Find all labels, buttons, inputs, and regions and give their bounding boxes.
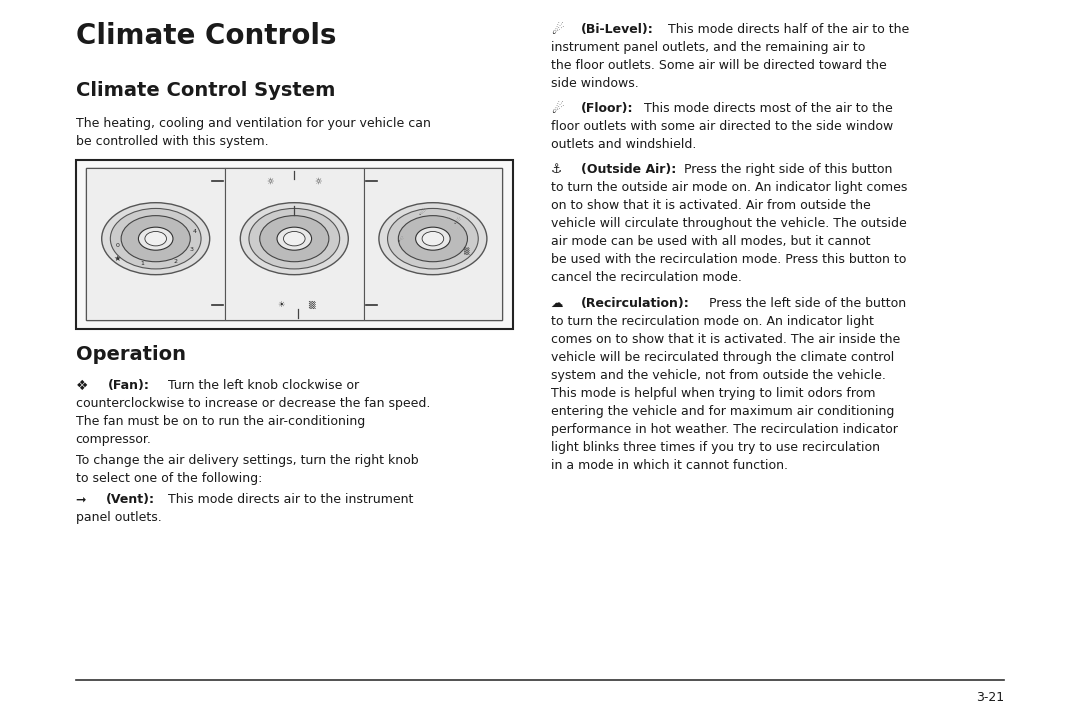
Circle shape — [399, 216, 468, 262]
Circle shape — [240, 203, 348, 275]
Text: (Floor):: (Floor): — [581, 102, 634, 115]
Text: light blinks three times if you try to use recirculation: light blinks three times if you try to u… — [551, 441, 880, 454]
Text: to turn the recirculation mode on. An indicator light: to turn the recirculation mode on. An in… — [551, 315, 874, 328]
Text: (Recirculation):: (Recirculation): — [581, 297, 690, 310]
Text: This mode directs air to the instrument: This mode directs air to the instrument — [164, 493, 414, 506]
Circle shape — [388, 209, 478, 269]
Circle shape — [416, 228, 450, 251]
Text: Climate Control System: Climate Control System — [76, 81, 335, 99]
Text: 3: 3 — [190, 248, 194, 253]
Text: 2: 2 — [174, 259, 178, 264]
Text: the floor outlets. Some air will be directed toward the: the floor outlets. Some air will be dire… — [551, 59, 887, 72]
Text: air mode can be used with all modes, but it cannot: air mode can be used with all modes, but… — [551, 235, 870, 248]
Text: compressor.: compressor. — [76, 433, 151, 446]
Text: (Outside Air):: (Outside Air): — [581, 163, 676, 176]
Text: The heating, cooling and ventilation for your vehicle can: The heating, cooling and ventilation for… — [76, 117, 431, 130]
FancyBboxPatch shape — [225, 168, 364, 320]
Text: ☄: ☄ — [397, 238, 403, 243]
Circle shape — [379, 203, 487, 275]
Text: ☼: ☼ — [267, 177, 274, 186]
Circle shape — [145, 232, 166, 246]
Text: (Vent):: (Vent): — [106, 493, 154, 506]
FancyBboxPatch shape — [76, 160, 513, 329]
Text: vehicle will be recirculated through the climate control: vehicle will be recirculated through the… — [551, 351, 894, 364]
Text: 1: 1 — [140, 261, 144, 266]
Text: entering the vehicle and for maximum air conditioning: entering the vehicle and for maximum air… — [551, 405, 894, 418]
Text: performance in hot weather. The recirculation indicator: performance in hot weather. The recircul… — [551, 423, 897, 436]
Text: side windows.: side windows. — [551, 77, 638, 90]
Text: ☄: ☄ — [454, 217, 460, 226]
Text: ⚓: ⚓ — [551, 163, 562, 176]
Text: ☀: ☀ — [278, 300, 285, 309]
Text: vehicle will circulate throughout the vehicle. The outside: vehicle will circulate throughout the ve… — [551, 217, 906, 230]
Text: ☄: ☄ — [551, 23, 564, 37]
Text: ☄: ☄ — [551, 102, 564, 116]
Text: outlets and windshield.: outlets and windshield. — [551, 138, 697, 151]
Text: This mode directs half of the air to the: This mode directs half of the air to the — [664, 23, 909, 36]
Text: comes on to show that it is activated. The air inside the: comes on to show that it is activated. T… — [551, 333, 900, 346]
FancyBboxPatch shape — [86, 168, 502, 320]
Circle shape — [121, 216, 190, 262]
Text: to turn the outside air mode on. An indicator light comes: to turn the outside air mode on. An indi… — [551, 181, 907, 194]
Circle shape — [283, 232, 305, 246]
Text: 3-21: 3-21 — [976, 691, 1004, 704]
Text: ▒: ▒ — [462, 248, 468, 256]
Text: (Fan):: (Fan): — [108, 379, 150, 392]
Text: To change the air delivery settings, turn the right knob: To change the air delivery settings, tur… — [76, 454, 418, 467]
Text: Climate Controls: Climate Controls — [76, 22, 336, 50]
Text: cancel the recirculation mode.: cancel the recirculation mode. — [551, 271, 742, 284]
Text: Turn the left knob clockwise or: Turn the left knob clockwise or — [164, 379, 360, 392]
Text: ☁: ☁ — [551, 297, 564, 310]
Text: ➞: ➞ — [76, 493, 86, 506]
Text: 0: 0 — [116, 243, 119, 248]
Circle shape — [110, 209, 201, 269]
Text: ☼: ☼ — [314, 177, 322, 186]
Text: Press the right side of this button: Press the right side of this button — [680, 163, 893, 176]
Text: floor outlets with some air directed to the side window: floor outlets with some air directed to … — [551, 120, 893, 133]
Text: ▒: ▒ — [308, 300, 315, 309]
Text: system and the vehicle, not from outside the vehicle.: system and the vehicle, not from outside… — [551, 369, 886, 382]
Circle shape — [248, 209, 339, 269]
Text: ☄: ☄ — [419, 208, 426, 217]
Text: on to show that it is activated. Air from outside the: on to show that it is activated. Air fro… — [551, 199, 870, 212]
Text: Operation: Operation — [76, 345, 186, 364]
Text: be used with the recirculation mode. Press this button to: be used with the recirculation mode. Pre… — [551, 253, 906, 266]
FancyBboxPatch shape — [364, 168, 502, 320]
Text: panel outlets.: panel outlets. — [76, 511, 161, 524]
Text: ❖: ❖ — [76, 379, 89, 393]
Text: instrument panel outlets, and the remaining air to: instrument panel outlets, and the remain… — [551, 41, 865, 54]
Text: 4: 4 — [192, 229, 197, 234]
Text: Press the left side of the button: Press the left side of the button — [705, 297, 906, 310]
Text: in a mode in which it cannot function.: in a mode in which it cannot function. — [551, 459, 787, 472]
Text: counterclockwise to increase or decrease the fan speed.: counterclockwise to increase or decrease… — [76, 397, 430, 410]
Text: The fan must be on to run the air-conditioning: The fan must be on to run the air-condit… — [76, 415, 365, 428]
FancyBboxPatch shape — [86, 168, 225, 320]
Text: be controlled with this system.: be controlled with this system. — [76, 135, 268, 148]
Text: to select one of the following:: to select one of the following: — [76, 472, 262, 485]
Circle shape — [422, 232, 444, 246]
Text: (Bi-Level):: (Bi-Level): — [581, 23, 653, 36]
Text: ★: ★ — [113, 254, 121, 264]
Circle shape — [276, 228, 311, 251]
Circle shape — [138, 228, 173, 251]
Text: This mode is helpful when trying to limit odors from: This mode is helpful when trying to limi… — [551, 387, 875, 400]
Circle shape — [259, 216, 328, 262]
Text: This mode directs most of the air to the: This mode directs most of the air to the — [640, 102, 893, 115]
Circle shape — [102, 203, 210, 275]
